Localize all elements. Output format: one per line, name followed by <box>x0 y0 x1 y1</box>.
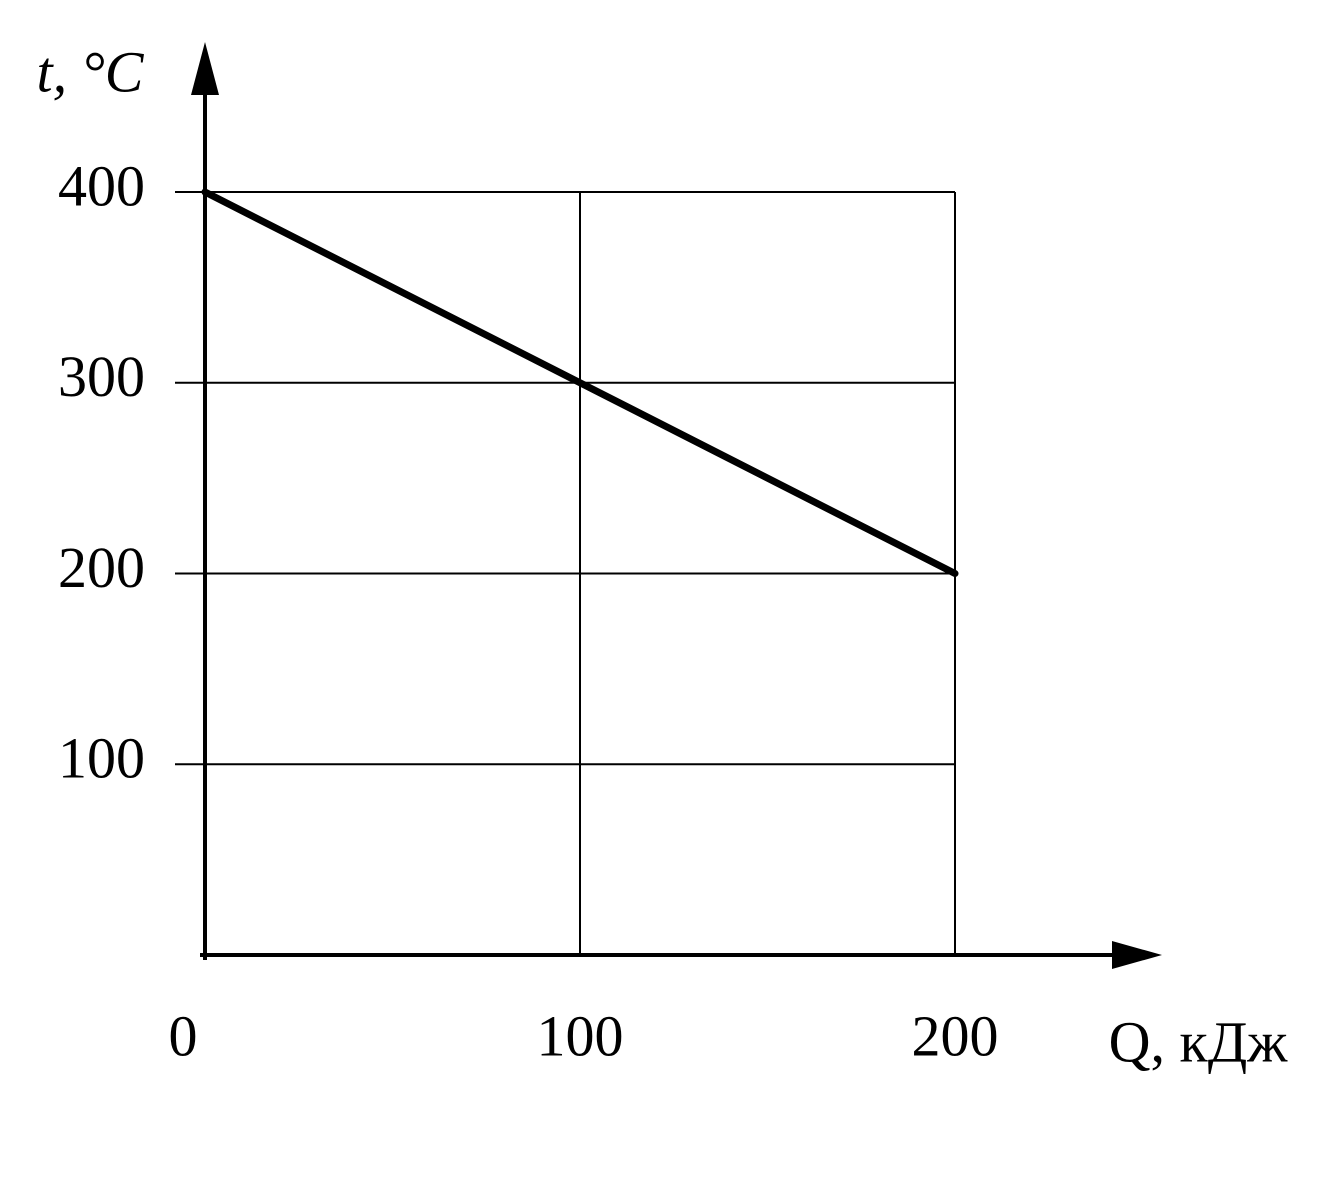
x-tick-label: 0 <box>169 1003 198 1068</box>
y-axis-arrow <box>191 42 219 95</box>
y-tick-label: 300 <box>58 344 145 409</box>
y-axis-label: t, °C <box>37 39 145 104</box>
x-axis-arrow <box>1112 941 1162 969</box>
y-tick-label: 100 <box>58 726 145 791</box>
y-tick-label: 200 <box>58 535 145 600</box>
x-tick-label: 200 <box>912 1003 999 1068</box>
x-tick-label: 100 <box>537 1003 624 1068</box>
y-tick-label: 400 <box>58 153 145 218</box>
x-axis-label: Q, кДж <box>1109 1009 1289 1074</box>
data-line <box>201 188 959 577</box>
